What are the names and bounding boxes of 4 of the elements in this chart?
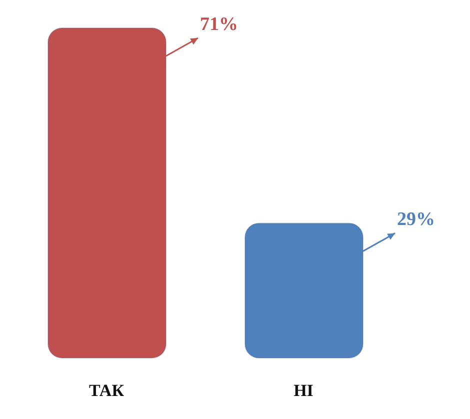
data-label: 29% — [397, 209, 435, 230]
x-tick-label: НІ — [294, 381, 314, 400]
data-label: 71% — [200, 14, 238, 35]
x-tick-label: ТАК — [88, 381, 125, 400]
